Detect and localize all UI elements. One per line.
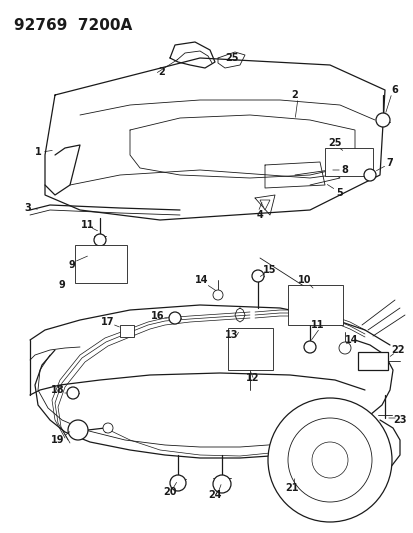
Circle shape: [170, 475, 185, 491]
Circle shape: [68, 420, 88, 440]
Bar: [357, 352, 387, 370]
Circle shape: [212, 475, 230, 493]
Circle shape: [94, 234, 106, 246]
Text: 24: 24: [208, 490, 221, 500]
Text: 20: 20: [163, 487, 176, 497]
Circle shape: [287, 418, 371, 502]
Polygon shape: [259, 200, 269, 210]
Circle shape: [252, 270, 263, 282]
Circle shape: [338, 342, 350, 354]
Text: 3: 3: [24, 203, 31, 213]
Text: 2: 2: [291, 90, 298, 100]
Text: 8: 8: [341, 165, 348, 175]
Text: 5: 5: [336, 188, 342, 198]
Text: 2: 2: [158, 67, 165, 77]
Circle shape: [375, 113, 389, 127]
Text: 23: 23: [392, 415, 406, 425]
Bar: [324, 148, 372, 176]
Text: 13: 13: [225, 330, 238, 340]
Text: 15: 15: [263, 265, 276, 275]
Text: 10: 10: [297, 275, 311, 285]
Bar: [120, 325, 134, 337]
Text: 11: 11: [311, 320, 324, 330]
Text: 14: 14: [195, 275, 208, 285]
Text: 9: 9: [69, 260, 75, 270]
Circle shape: [67, 387, 79, 399]
Bar: [228, 328, 272, 370]
Text: 12: 12: [246, 373, 259, 383]
Text: 25: 25: [225, 53, 238, 63]
Text: 18: 18: [51, 385, 65, 395]
Text: 1: 1: [35, 147, 41, 157]
Text: 7: 7: [386, 158, 392, 168]
Text: 17: 17: [101, 317, 114, 327]
Text: 92769  7200A: 92769 7200A: [14, 18, 132, 33]
Text: 11: 11: [81, 220, 95, 230]
Text: 14: 14: [344, 335, 358, 345]
Circle shape: [169, 312, 180, 324]
Text: 25: 25: [328, 138, 341, 148]
Text: 9: 9: [59, 280, 65, 290]
Text: 16: 16: [151, 311, 164, 321]
Circle shape: [303, 341, 315, 353]
Circle shape: [363, 169, 375, 181]
Text: 4: 4: [256, 210, 263, 220]
Text: 19: 19: [51, 435, 64, 445]
Bar: [287, 285, 342, 325]
Circle shape: [311, 442, 347, 478]
Circle shape: [103, 423, 113, 433]
Text: 22: 22: [390, 345, 404, 355]
Circle shape: [212, 290, 223, 300]
Text: 6: 6: [391, 85, 397, 95]
Text: 21: 21: [285, 483, 298, 493]
Circle shape: [267, 398, 391, 522]
Bar: [75, 245, 127, 283]
